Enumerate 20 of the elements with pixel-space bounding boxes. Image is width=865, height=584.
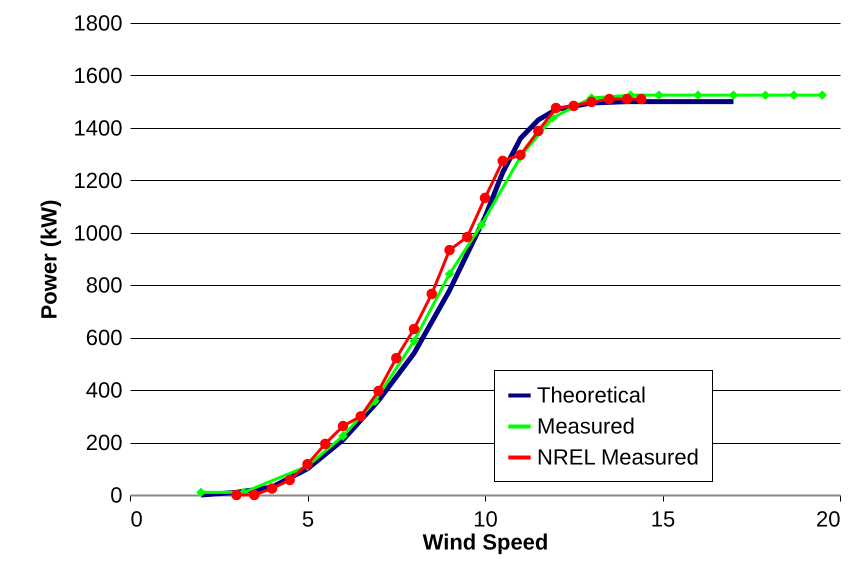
y-tick-label: 200: [86, 430, 122, 456]
x-tick-label: 20: [816, 506, 840, 532]
x-axis-title: Wind Speed: [422, 530, 548, 554]
x-tick-label: 10: [473, 506, 498, 532]
y-tick-label: 1000: [74, 220, 122, 246]
legend-label: Measured: [537, 414, 635, 438]
y-tick-label: 1800: [74, 10, 122, 36]
x-tick-label: 15: [650, 506, 676, 532]
legend-label: Theoretical: [537, 382, 646, 408]
x-tick-label: 5: [302, 506, 314, 532]
y-tick-label: 1600: [74, 62, 122, 88]
y-tick-label: 400: [86, 378, 122, 403]
y-tick-label: 1400: [74, 115, 122, 140]
legend-label: NREL Measured: [537, 444, 699, 470]
y-tick-label: 1200: [74, 168, 122, 193]
y-tick-label: 600: [86, 325, 122, 350]
y-axis-title: Power (kW): [36, 200, 62, 320]
y-tick-label: 800: [86, 272, 122, 298]
y-tick-label: 0: [110, 482, 122, 508]
x-tick-label: 0: [130, 506, 143, 532]
